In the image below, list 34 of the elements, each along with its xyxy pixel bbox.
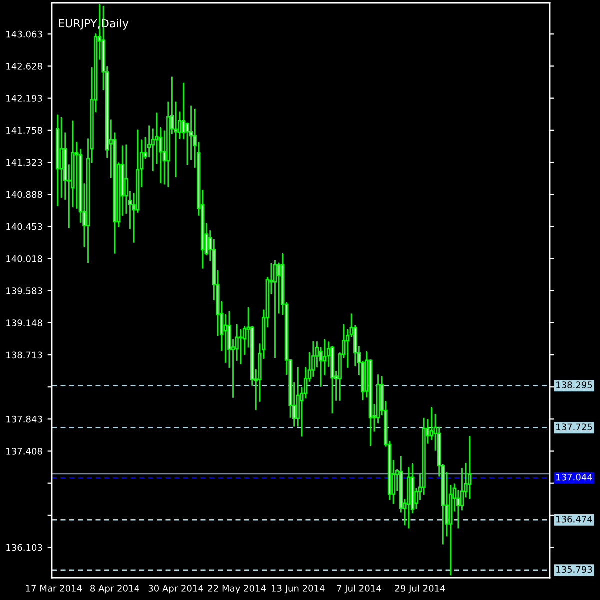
y-tick-label: 143.063 — [6, 30, 42, 38]
candlestick — [239, 328, 243, 365]
x-tick-label: 30 Apr 2014 — [148, 585, 204, 594]
y-tick-label: 140.018 — [6, 256, 42, 262]
y-tick-label: 142.193 — [6, 95, 42, 102]
candlestick — [273, 260, 278, 359]
y-tick-label: 137.408 — [6, 448, 42, 455]
y-tick-label: 137.843 — [6, 416, 42, 423]
x-tick-label: 8 Apr 2014 — [90, 585, 140, 594]
y-tick-label: 139.148 — [6, 320, 42, 327]
x-tick-label: 29 Jul 2014 — [395, 584, 446, 594]
x-tick-label: 13 Jun 2014 — [272, 585, 325, 594]
y-tick-label: 142.628 — [6, 63, 42, 70]
y-tick-label: 141.323 — [6, 159, 42, 166]
candlestick — [60, 116, 64, 199]
y-tick-label: 136.103 — [6, 544, 42, 552]
y-tick-label: 140.888 — [6, 191, 42, 198]
ref-line-label: 135.793 — [556, 566, 592, 574]
x-tick-label: 17 Mar 2014 — [26, 585, 82, 592]
x-tick-label: 7 Jul 2014 — [337, 584, 382, 594]
y-tick-label: 138.713 — [6, 352, 42, 359]
candlestick — [312, 340, 316, 378]
ref-line-label: 138.295 — [556, 382, 592, 388]
candlestick — [468, 435, 472, 500]
ref-line-label: 137.725 — [556, 424, 592, 431]
candlestick — [277, 262, 281, 314]
candlestick — [323, 338, 327, 376]
y-tick-label: 140.453 — [6, 223, 42, 230]
ref-line-label: 136.474 — [556, 516, 592, 523]
x-tick-label: 22 May 2014 — [208, 585, 266, 594]
y-tick-label: 139.583 — [6, 288, 42, 294]
y-tick-label: 141.758 — [6, 127, 42, 134]
ref-line-label: 137.044 — [556, 474, 592, 481]
candlestick — [224, 314, 228, 364]
